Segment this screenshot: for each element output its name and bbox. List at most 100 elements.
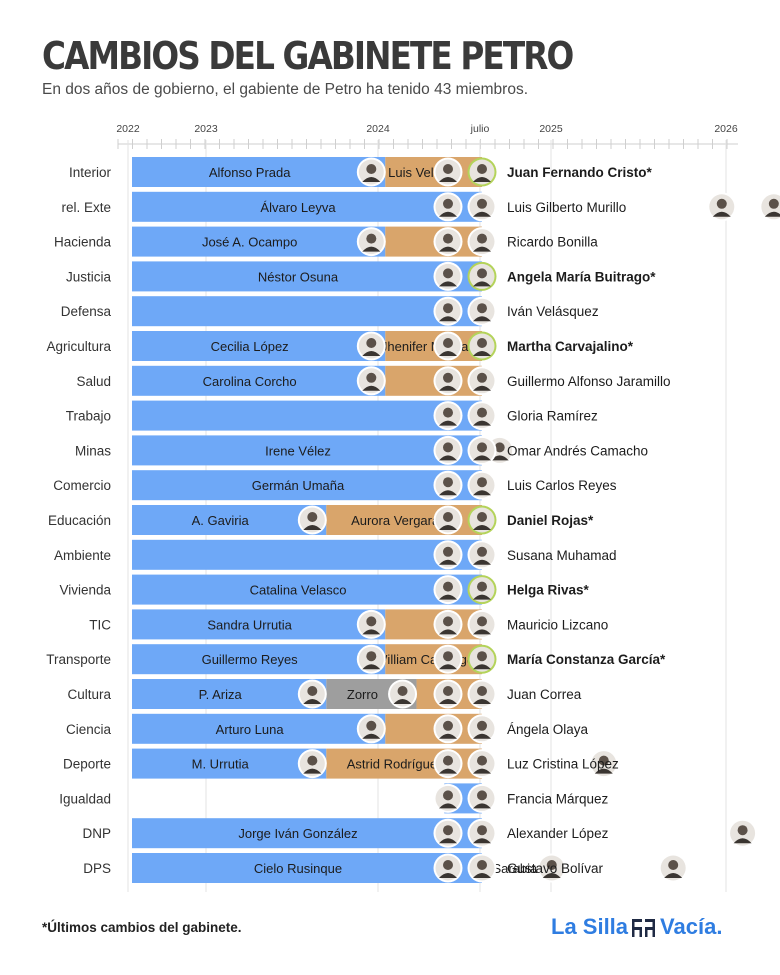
avatar-body bbox=[473, 629, 491, 635]
outgoing-avatar bbox=[433, 679, 463, 709]
outgoing-avatar bbox=[433, 853, 463, 883]
outgoing-avatar bbox=[433, 818, 463, 848]
avatar-body bbox=[362, 629, 381, 635]
avatar-head bbox=[477, 755, 487, 766]
avatar-head bbox=[477, 164, 487, 174]
ministry-label: Salud bbox=[76, 374, 111, 389]
avatar-body bbox=[439, 664, 457, 670]
ministry-label: DNP bbox=[82, 826, 111, 841]
term-bar-0 bbox=[132, 644, 386, 675]
outgoing-avatar bbox=[433, 575, 463, 605]
avatar-head bbox=[366, 720, 377, 731]
avatar-head bbox=[443, 686, 453, 696]
avatar-head bbox=[443, 651, 453, 662]
minister-name-1: Aurora Vergara bbox=[351, 513, 440, 528]
avatar-head bbox=[477, 338, 487, 348]
avatar-body bbox=[473, 699, 491, 704]
current-minister-avatar bbox=[467, 575, 497, 605]
avatar-head bbox=[443, 790, 453, 801]
outgoing-avatar bbox=[433, 749, 463, 779]
current-minister-name: Juan Correa bbox=[507, 687, 582, 702]
term-bar-0 bbox=[132, 470, 482, 501]
avatar-body bbox=[362, 664, 381, 670]
avatar-body bbox=[439, 177, 457, 182]
avatar-body bbox=[473, 177, 491, 182]
avatar-body bbox=[303, 699, 322, 704]
term-bar-0 bbox=[132, 574, 482, 605]
minister-name-0: Catalina Velasco bbox=[250, 583, 347, 598]
avatar-body bbox=[362, 733, 381, 739]
avatar-head bbox=[477, 372, 487, 383]
current-minister-name: Luis Carlos Reyes bbox=[507, 478, 617, 493]
current-minister-avatar bbox=[467, 783, 497, 813]
avatar-head bbox=[366, 616, 377, 627]
current-minister-avatar bbox=[467, 261, 497, 291]
ministry-label: Comercio bbox=[53, 478, 111, 493]
outgoing-avatar bbox=[433, 261, 463, 291]
minister-name-0: Cielo Rusinque bbox=[254, 861, 342, 876]
avatar-body bbox=[473, 873, 491, 878]
minister-name-1: Zorro bbox=[347, 687, 378, 702]
avatar-body bbox=[473, 351, 491, 356]
ministry-row-12: Vivienda Catalina Velasco Helga Rivas* bbox=[59, 574, 590, 605]
avatar-body bbox=[439, 455, 457, 461]
minister-name-0: Arturo Luna bbox=[216, 722, 285, 737]
term-bar-0 bbox=[132, 365, 386, 396]
avatar-body bbox=[362, 385, 381, 391]
avatar-head bbox=[366, 233, 377, 244]
avatar-body bbox=[733, 838, 752, 844]
term-bar-0 bbox=[132, 748, 327, 779]
avatar-body bbox=[473, 559, 491, 565]
avatar-head bbox=[477, 616, 487, 627]
avatar-head bbox=[366, 372, 377, 383]
avatar-body bbox=[473, 490, 491, 496]
transition-avatar-0 bbox=[356, 366, 386, 396]
current-minister-avatar bbox=[467, 679, 497, 709]
avatar-body bbox=[490, 455, 509, 461]
tick-label-2024: 2024 bbox=[366, 123, 390, 135]
ministry-row-8: Minas Irene Vélez Omar Andrés Camacho bbox=[75, 435, 648, 466]
ministry-label: Ciencia bbox=[66, 722, 112, 737]
avatar-head bbox=[443, 372, 453, 383]
avatar-body bbox=[664, 873, 683, 878]
minister-name-0: Sandra Urrutia bbox=[207, 617, 292, 632]
avatar-body bbox=[439, 838, 457, 844]
ministry-row-9: Comercio Germán Umaña Luis Carlos Reyes bbox=[53, 470, 617, 501]
avatar-body bbox=[393, 699, 412, 704]
transition-avatar-0 bbox=[297, 505, 327, 535]
ministry-label: Cultura bbox=[67, 687, 111, 702]
outgoing-avatar bbox=[433, 505, 463, 535]
avatar-head bbox=[477, 198, 487, 209]
minister-name-0: Guillermo Reyes bbox=[202, 652, 299, 667]
ministry-row-19: DNP Jorge Iván González Alexander López bbox=[82, 818, 758, 849]
outgoing-avatar bbox=[433, 366, 463, 396]
avatar-head bbox=[443, 268, 453, 279]
minister-name-0: Carolina Corcho bbox=[203, 374, 297, 389]
avatar-body bbox=[473, 420, 491, 426]
avatar-head bbox=[443, 303, 453, 314]
ministry-label: Justicia bbox=[66, 269, 112, 284]
term-bar-0 bbox=[132, 331, 386, 361]
avatar-head bbox=[477, 512, 487, 522]
current-minister-name: Ángela Olaya bbox=[507, 722, 589, 737]
avatar-head bbox=[443, 616, 453, 627]
minister-name-0: P. Ariza bbox=[199, 687, 243, 702]
avatar-body bbox=[439, 246, 457, 252]
minister-name-0: Néstor Osuna bbox=[258, 269, 339, 284]
current-minister-avatar bbox=[467, 192, 497, 222]
term-bar-0 bbox=[132, 505, 327, 535]
transition-avatar-0 bbox=[297, 679, 327, 709]
avatar-head bbox=[477, 477, 487, 488]
avatar-body bbox=[439, 873, 457, 878]
ministry-row-3: Justicia Néstor Osuna Angela María Buitrag… bbox=[66, 261, 656, 292]
ministry-row-2: Hacienda José A. Ocampo Ricardo Bonilla bbox=[54, 226, 598, 257]
ministry-row-10: Educación A. Gaviria Aurora Vergara Daniel … bbox=[48, 505, 594, 535]
outgoing-avatar bbox=[433, 227, 463, 257]
avatar-head bbox=[598, 755, 609, 766]
avatar-body bbox=[473, 803, 491, 809]
current-minister-avatar bbox=[467, 853, 497, 883]
avatar-head bbox=[366, 164, 377, 174]
current-minister-avatar bbox=[467, 296, 497, 326]
avatar-body bbox=[439, 733, 457, 739]
